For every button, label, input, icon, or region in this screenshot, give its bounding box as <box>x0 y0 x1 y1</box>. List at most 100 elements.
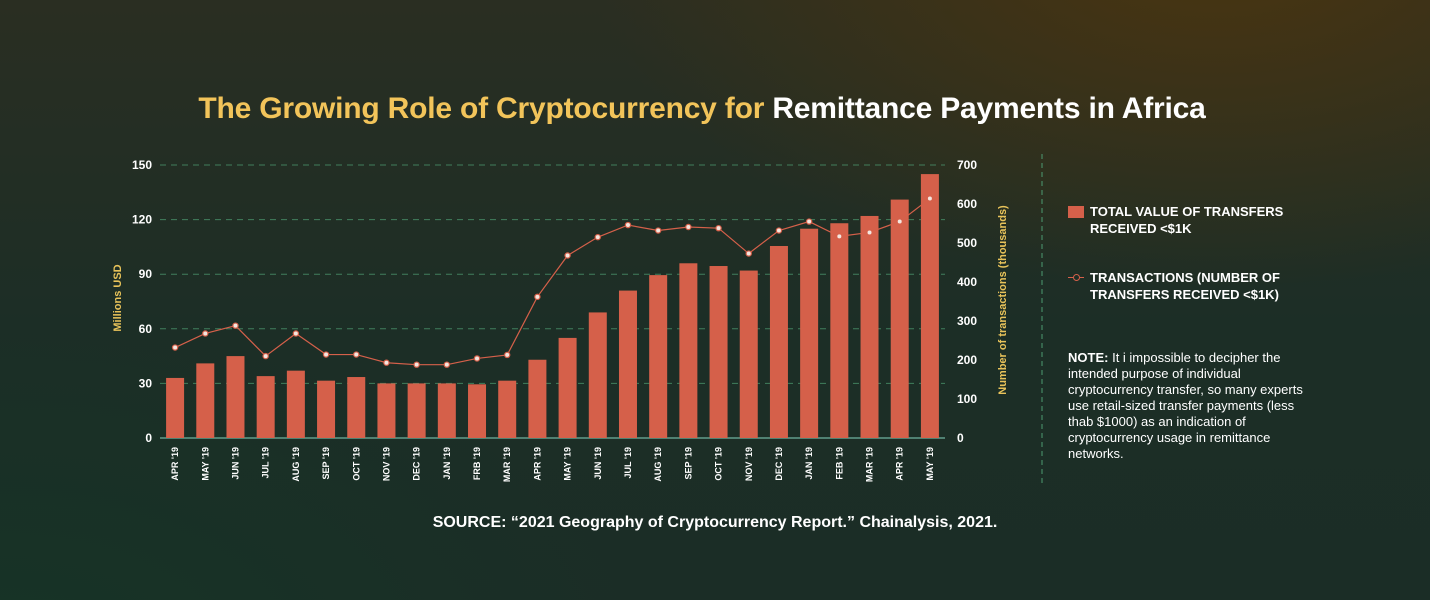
legend-bar-swatch-icon <box>1068 206 1084 218</box>
line-point <box>292 330 300 337</box>
line-point <box>805 218 813 225</box>
line-point <box>896 218 903 225</box>
note-block: NOTE: It i impossible to decipher the in… <box>1068 350 1308 462</box>
right-tick-label: 500 <box>957 236 977 250</box>
chart-title-highlight: The Growing Role of Cryptocurrency for <box>198 92 765 125</box>
x-tick-label: SEP '19 <box>683 447 693 480</box>
x-tick-label: JAN '19 <box>804 447 814 480</box>
line-point <box>171 344 179 351</box>
bar <box>317 380 336 438</box>
x-tick-label: FRB '19 <box>472 447 482 480</box>
bar <box>196 363 215 438</box>
x-tick-label: AUG '19 <box>291 447 301 482</box>
right-tick-label: 0 <box>957 431 964 445</box>
line-point <box>262 352 269 360</box>
line-point <box>202 330 209 337</box>
bar <box>558 337 577 438</box>
left-tick-label: 0 <box>145 431 152 445</box>
bar <box>920 174 939 438</box>
x-tick-label: DEC '19 <box>774 447 784 481</box>
bar <box>377 383 396 438</box>
bar <box>347 377 366 438</box>
legend-line-label: TRANSACTIONS (NUMBER OF TRANSFERS RECEIV… <box>1090 270 1280 302</box>
legend-bars-label: TOTAL VALUE OF TRANSFERS RECEIVED <$1K <box>1090 204 1284 236</box>
chart-title-main: Remittance Payments in Africa <box>772 92 1206 125</box>
line-point <box>504 351 511 359</box>
bar <box>437 383 456 438</box>
bar <box>468 384 487 438</box>
line-series <box>171 195 934 368</box>
legend-item-line: TRANSACTIONS (NUMBER OF TRANSFERS RECEIV… <box>1068 269 1320 303</box>
x-tick-label: DEC '19 <box>412 447 422 481</box>
line-point <box>624 221 632 229</box>
line-point <box>534 293 541 301</box>
x-tick-label: MAY '19 <box>925 447 935 481</box>
x-tick-label: AUG '19 <box>653 447 663 482</box>
bar <box>588 312 607 438</box>
line-point <box>775 227 783 234</box>
line-point <box>866 229 873 236</box>
bar <box>528 359 547 438</box>
grid-lines <box>160 164 945 439</box>
x-tick-label: MAR '19 <box>502 447 512 482</box>
bar <box>498 380 517 438</box>
line-point <box>745 250 752 257</box>
line-point <box>383 359 390 366</box>
line-point <box>443 361 451 368</box>
left-axis-label: Millions USD <box>112 264 124 331</box>
x-tick-label: OCT '19 <box>351 447 361 481</box>
right-tick-label: 300 <box>957 314 977 328</box>
x-tick-label: JAN '19 <box>442 447 452 480</box>
line-point <box>836 233 843 240</box>
x-tick-label: JUN '19 <box>230 447 240 480</box>
line-point <box>685 223 692 231</box>
bar <box>739 270 758 438</box>
line-point <box>926 195 934 202</box>
x-tick-label: OCT '19 <box>714 447 724 481</box>
right-tick-label: 400 <box>957 275 977 289</box>
bar <box>407 383 426 438</box>
x-tick-label: NOV '19 <box>744 447 754 481</box>
bar <box>618 290 637 438</box>
x-tick-label: APR '19 <box>532 447 542 481</box>
right-tick-label: 200 <box>957 353 977 367</box>
bar <box>890 199 909 438</box>
left-tick-label: 90 <box>139 267 153 281</box>
x-tick-label: JUN '19 <box>593 447 603 480</box>
source-citation: SOURCE: “2021 Geography of Cryptocurrenc… <box>432 514 998 531</box>
note-text: It i impossible to decipher the intended… <box>1068 350 1303 461</box>
line-path <box>174 198 931 366</box>
right-tick-label: 600 <box>957 197 977 211</box>
bar <box>860 215 879 438</box>
bar <box>709 266 728 438</box>
bar <box>286 370 305 438</box>
x-tick-label: SEP '19 <box>321 447 331 480</box>
bar <box>830 223 849 438</box>
x-tick-label: FEB '19 <box>834 447 844 480</box>
line-point <box>322 351 330 358</box>
x-tick-label: JUL '19 <box>623 447 633 479</box>
bar <box>256 376 275 438</box>
bar <box>226 356 245 438</box>
left-tick-label: 150 <box>132 158 152 172</box>
left-tick-label: 120 <box>132 213 152 227</box>
note-label: NOTE: <box>1068 350 1109 365</box>
x-tick-label: JUL '19 <box>261 447 271 479</box>
x-tick-label: MAY '19 <box>200 447 210 481</box>
x-tick-label: NOV '19 <box>381 447 391 481</box>
bar <box>679 263 698 438</box>
line-point <box>473 355 481 362</box>
line-point <box>413 361 420 368</box>
line-point <box>232 322 239 329</box>
bar <box>769 245 788 438</box>
left-tick-label: 60 <box>139 322 153 336</box>
right-tick-label: 700 <box>957 158 977 172</box>
chart-title: The Growing Role of Cryptocurrency for R… <box>0 92 1404 126</box>
axis-ticks: 0 30 60 90 120 150 0 100 200 300 400 500 600 700 APR '… <box>132 158 977 482</box>
line-point <box>594 233 601 241</box>
line-point <box>353 351 360 358</box>
right-axis-label: Number of transactions (thousands) <box>997 205 1009 395</box>
x-tick-label: APR '19 <box>895 447 905 481</box>
legend-line-swatch-icon <box>1068 272 1084 284</box>
